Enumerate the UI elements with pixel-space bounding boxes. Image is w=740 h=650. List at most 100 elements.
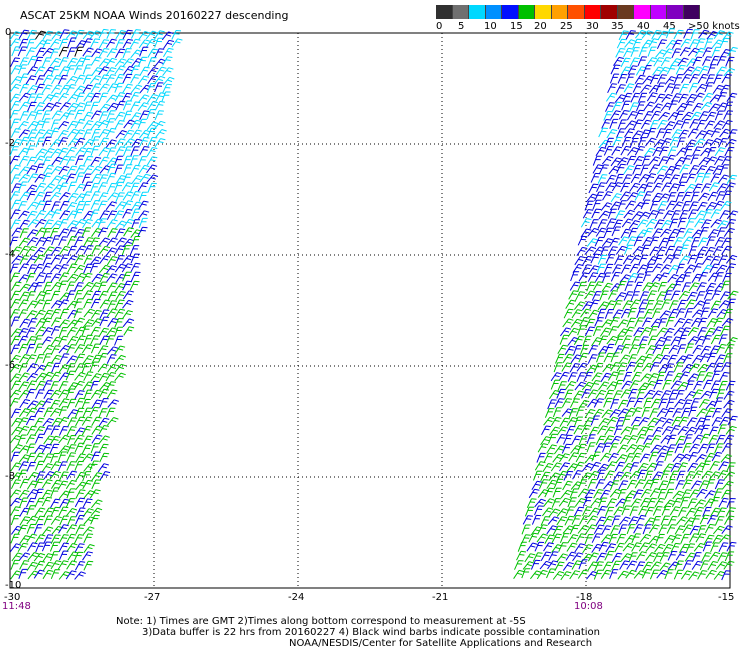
wind-barb bbox=[701, 470, 713, 480]
wind-barb bbox=[42, 290, 52, 301]
wind-barb bbox=[572, 552, 584, 562]
wind-barb bbox=[714, 155, 725, 166]
wind-barb bbox=[697, 237, 709, 247]
wind-barb bbox=[665, 316, 675, 327]
wind-barb bbox=[26, 533, 38, 543]
wind-barb bbox=[67, 236, 77, 246]
wind-barb bbox=[615, 84, 626, 94]
wind-barb bbox=[82, 181, 93, 192]
wind-barb bbox=[114, 326, 123, 337]
wind-barb bbox=[9, 397, 20, 408]
wind-barb bbox=[114, 138, 126, 148]
wind-barb bbox=[615, 370, 625, 381]
wind-barb bbox=[43, 471, 55, 480]
wind-barb bbox=[597, 425, 608, 435]
wind-barb bbox=[630, 498, 642, 508]
wind-barb bbox=[705, 443, 716, 454]
wind-barb bbox=[632, 246, 645, 255]
wind-barb bbox=[645, 218, 658, 228]
wind-barb bbox=[638, 299, 649, 310]
wind-barb bbox=[548, 551, 559, 561]
wind-barb bbox=[696, 408, 708, 418]
wind-barb bbox=[105, 247, 117, 257]
wind-barb bbox=[581, 553, 594, 563]
wind-barb bbox=[654, 93, 666, 104]
wind-barb bbox=[122, 218, 135, 228]
wind-barb bbox=[536, 569, 548, 580]
wind-barb bbox=[677, 381, 689, 391]
wind-barb bbox=[643, 389, 656, 399]
wind-barb bbox=[34, 515, 45, 526]
wind-barb bbox=[74, 344, 85, 354]
wind-barb bbox=[49, 408, 62, 417]
wind-barb bbox=[668, 100, 679, 111]
wind-barb bbox=[25, 388, 36, 399]
wind-barb bbox=[50, 336, 62, 346]
wind-barb bbox=[58, 280, 68, 291]
wind-barb bbox=[131, 208, 141, 219]
wind-barb bbox=[603, 435, 615, 445]
wind-barb bbox=[9, 146, 19, 157]
wind-barb bbox=[599, 290, 609, 301]
wind-barb bbox=[81, 325, 91, 336]
wind-barb bbox=[623, 291, 634, 301]
wind-barb bbox=[122, 200, 134, 210]
wind-barb bbox=[702, 541, 712, 552]
wind-barb bbox=[721, 408, 733, 418]
wind-barb bbox=[58, 57, 69, 67]
wind-barb bbox=[27, 318, 38, 328]
wind-barb bbox=[146, 121, 159, 131]
wind-barb bbox=[631, 130, 644, 140]
wind-barb bbox=[711, 451, 723, 462]
wind-barb bbox=[66, 363, 76, 374]
wind-barb bbox=[105, 118, 115, 129]
wind-barb bbox=[66, 326, 78, 336]
wind-barb bbox=[10, 164, 21, 174]
wind-barb bbox=[572, 470, 583, 480]
wind-barb bbox=[630, 173, 642, 184]
wind-barb bbox=[113, 210, 125, 220]
wind-barb bbox=[147, 75, 159, 85]
wind-barb bbox=[591, 208, 602, 219]
wind-barb bbox=[50, 84, 62, 94]
wind-barb bbox=[546, 525, 558, 535]
wind-barb bbox=[26, 165, 38, 175]
wind-barb bbox=[41, 110, 51, 121]
wind-barb bbox=[19, 535, 31, 545]
wind-barb bbox=[717, 220, 729, 229]
wind-barb bbox=[585, 524, 597, 534]
wind-barb bbox=[681, 318, 693, 328]
wind-barb bbox=[9, 155, 20, 166]
wind-barb bbox=[17, 335, 29, 346]
wind-barb bbox=[691, 560, 703, 570]
wind-barb bbox=[74, 407, 85, 418]
wind-barb bbox=[719, 291, 731, 301]
wind-barb bbox=[43, 515, 53, 526]
wind-barb bbox=[131, 219, 141, 230]
wind-barb bbox=[685, 543, 696, 554]
wind-barb bbox=[706, 318, 718, 328]
wind-barb bbox=[679, 543, 690, 553]
wind-barb bbox=[58, 406, 68, 417]
wind-barb bbox=[98, 443, 109, 454]
wind-barb bbox=[720, 200, 732, 210]
wind-barb bbox=[643, 147, 656, 157]
wind-barb bbox=[624, 39, 636, 48]
wind-barb bbox=[19, 111, 29, 121]
wind-barb bbox=[82, 526, 95, 535]
wind-barb bbox=[9, 363, 22, 373]
wind-barb bbox=[74, 109, 84, 120]
wind-barb bbox=[26, 190, 37, 201]
wind-barb bbox=[9, 263, 19, 274]
wind-barb bbox=[645, 543, 657, 552]
wind-barb bbox=[689, 525, 700, 536]
wind-barb bbox=[83, 245, 94, 255]
wind-barb bbox=[58, 398, 70, 408]
wind-barb bbox=[645, 137, 657, 147]
wind-barb bbox=[537, 489, 550, 498]
wind-barb bbox=[596, 263, 606, 274]
wind-barb bbox=[670, 254, 681, 264]
wind-barb bbox=[81, 344, 93, 354]
wind-barb bbox=[657, 318, 667, 329]
wind-barb bbox=[551, 498, 562, 508]
